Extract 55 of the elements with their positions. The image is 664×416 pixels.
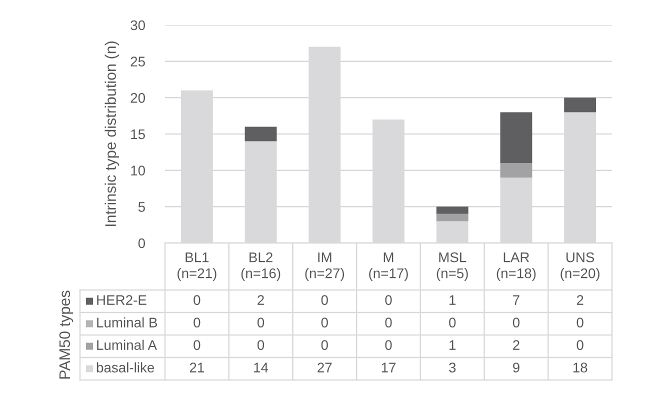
legend-title: PAM50 types [59, 290, 74, 379]
bar [436, 206, 468, 214]
legend-label: Luminal B [97, 317, 158, 328]
data-label: 14 [254, 362, 268, 372]
legend-label: Luminal A [97, 340, 157, 350]
bar [436, 221, 468, 243]
y-tick-label: 15 [131, 129, 145, 140]
x-tick-label: MSL (n=5) [436, 252, 468, 281]
x-tick-label: LAR (n=18) [496, 252, 536, 281]
bar [244, 126, 277, 142]
data-label: 0 [321, 295, 328, 305]
data-label: 0 [512, 318, 520, 328]
x-tick-label: UNS (n=20) [560, 252, 600, 281]
legend-label: basal-like [96, 362, 154, 372]
data-label: 1 [450, 340, 456, 350]
y-tick-label: 20 [130, 93, 146, 103]
data-label: 0 [449, 318, 456, 328]
bar [500, 112, 532, 164]
data-label: 0 [321, 340, 328, 350]
data-label: 0 [576, 340, 584, 350]
y-tick-label: 10 [131, 166, 146, 176]
data-label: 9 [513, 362, 520, 372]
bar [436, 214, 468, 222]
data-label: 2 [576, 295, 584, 305]
bar [564, 98, 596, 112]
data-label: 0 [194, 295, 200, 305]
data-label: 2 [258, 295, 264, 305]
bar [500, 163, 532, 178]
x-tick-label: BL2 (n=16) [241, 252, 280, 281]
y-tick-label: 25 [130, 56, 145, 67]
legend-label: HER2-E [97, 295, 146, 305]
data-label: 0 [257, 340, 264, 350]
y-tick-label: 5 [138, 202, 145, 212]
x-tick-label: IM (n=27) [305, 252, 344, 281]
data-label: 17 [382, 362, 396, 372]
data-label: 0 [385, 318, 392, 328]
data-label: 0 [194, 318, 200, 328]
y-axis-title: Intrinsic type distribution (n) [104, 42, 119, 226]
data-label: 0 [385, 295, 392, 305]
y-tick-label: 0 [138, 238, 146, 248]
data-label: 0 [194, 340, 200, 350]
data-label: 3 [449, 362, 456, 372]
x-tick-label: BL1 (n=21) [178, 252, 216, 281]
y-tick-label: 30 [130, 20, 146, 30]
data-label: 0 [257, 318, 264, 328]
data-label: 27 [318, 362, 332, 372]
data-label: 0 [321, 318, 328, 328]
x-tick-label: M (n=17) [369, 252, 408, 281]
data-label: 18 [573, 362, 588, 372]
data-label: 2 [513, 340, 520, 350]
data-label: 0 [576, 318, 584, 328]
data-label: 0 [385, 340, 392, 350]
data-label: 1 [450, 295, 456, 305]
data-label: 7 [513, 295, 520, 305]
data-label: 21 [190, 362, 204, 372]
